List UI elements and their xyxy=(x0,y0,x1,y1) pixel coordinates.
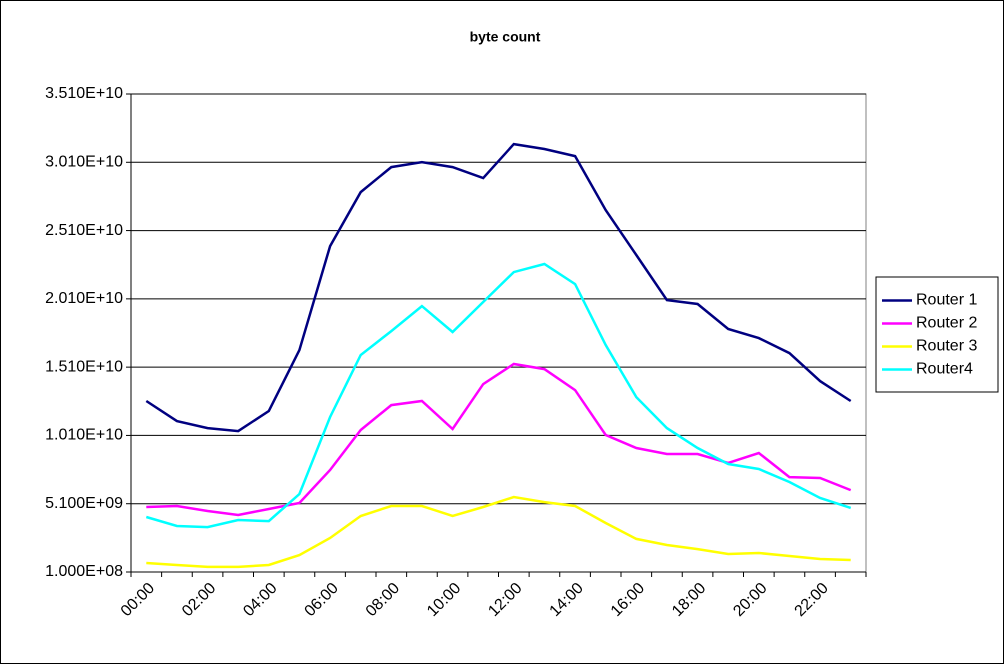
legend-label: Router 3 xyxy=(916,338,977,355)
series-line xyxy=(146,362,852,517)
series-line xyxy=(145,262,852,529)
chart-title: byte count xyxy=(470,29,541,45)
series-line xyxy=(145,142,852,433)
legend-label: Router 1 xyxy=(916,292,977,309)
y-tick-label: 2.010E+10 xyxy=(45,290,123,307)
legend-label: Router4 xyxy=(916,361,973,378)
legend-box xyxy=(875,276,999,393)
series-line xyxy=(146,495,851,569)
y-tick-label: 5.100E+09 xyxy=(45,495,123,512)
y-tick-label: 3.510E+10 xyxy=(45,85,123,102)
y-tick-label: 1.000E+08 xyxy=(45,563,123,580)
plot-area xyxy=(130,93,867,573)
y-tick-label: 3.010E+10 xyxy=(45,154,123,171)
y-tick-label: 2.510E+10 xyxy=(45,222,123,239)
legend-label: Router 2 xyxy=(916,315,977,332)
y-tick-label: 1.510E+10 xyxy=(45,358,123,375)
y-tick-label: 1.010E+10 xyxy=(45,427,123,444)
